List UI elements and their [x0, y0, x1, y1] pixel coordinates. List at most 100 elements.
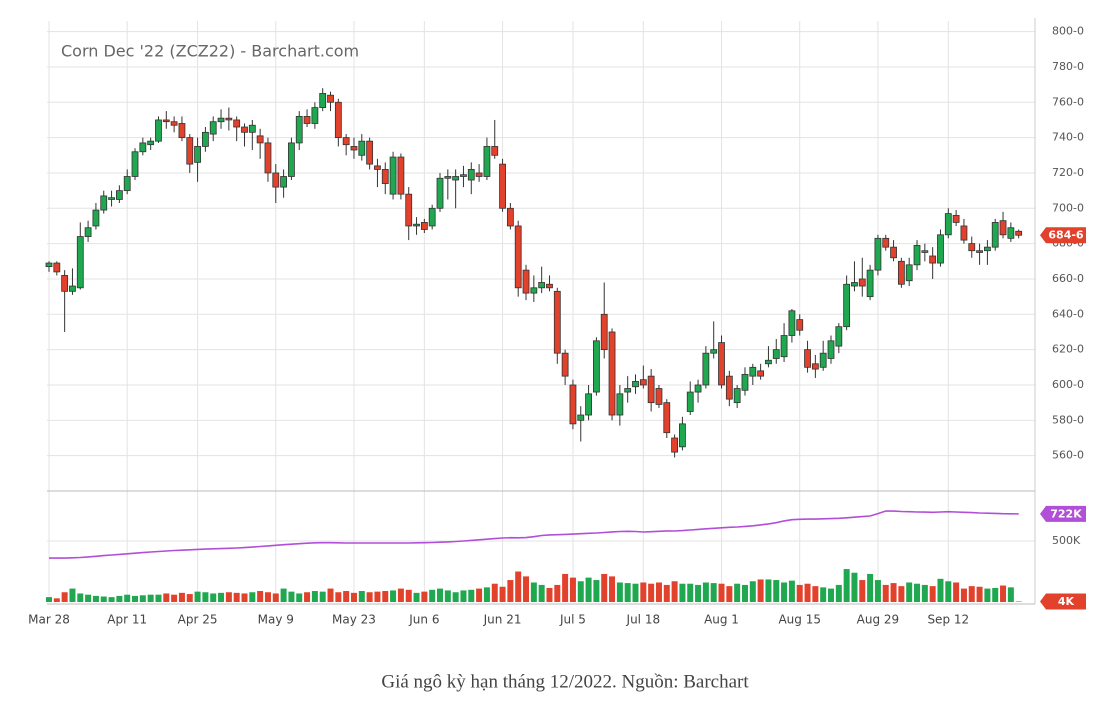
candle-body [874, 237, 882, 271]
candle-body [1007, 227, 1015, 239]
volume-bar [976, 586, 983, 602]
volume-bar [468, 589, 475, 602]
volume-bar [632, 583, 639, 602]
volume-bar [382, 591, 389, 602]
volume-bar [100, 596, 107, 602]
y-tick-label: 660-0 [1052, 272, 1084, 285]
candle-body [976, 250, 983, 253]
candle-body [319, 93, 327, 108]
volume-bar [335, 592, 342, 602]
y-tick-label: 800-0 [1052, 25, 1084, 38]
candle-body [843, 283, 851, 328]
candle-body [483, 146, 491, 177]
candle-body [76, 236, 84, 289]
volume-bar [788, 580, 795, 602]
candle-body [444, 176, 452, 179]
volume-bar [562, 573, 569, 602]
volume-bar [554, 584, 561, 602]
volume-bar [882, 584, 889, 602]
candle-body [663, 402, 671, 434]
candle-body [944, 213, 952, 236]
candle-body [413, 223, 420, 227]
candle-body [342, 137, 350, 146]
candle-body [811, 363, 819, 370]
volume-bar [648, 583, 655, 602]
candle-body [1015, 230, 1023, 236]
volume-bar [413, 592, 420, 602]
candle-body [788, 310, 796, 336]
candle-body [256, 135, 264, 144]
oi-tag-label: 722K [1050, 507, 1082, 520]
volume-bar [945, 581, 952, 602]
volume-bar [288, 591, 295, 602]
candle-body [272, 172, 280, 188]
volume-tag-label: 4K [1058, 595, 1075, 608]
candle-body [178, 123, 186, 139]
candle-body [428, 207, 436, 227]
candle-body [139, 142, 147, 153]
volume-bar [953, 582, 960, 602]
y-tick-label: 780-0 [1052, 60, 1084, 73]
caption: Giá ngô kỳ hạn tháng 12/2022. Nguồn: Bar… [381, 671, 749, 692]
volume-bar [139, 595, 146, 602]
volume-bar [491, 583, 498, 602]
candle-body [264, 142, 272, 174]
volume-bar [61, 592, 68, 602]
volume-bar [186, 594, 193, 602]
volume-bar [483, 587, 490, 602]
candle-body [217, 117, 225, 123]
volume-bar [624, 583, 631, 602]
volume-bar [241, 593, 248, 602]
candle-body [991, 222, 999, 248]
candle-body [890, 246, 897, 259]
candle-body [952, 214, 960, 223]
candle-body [772, 349, 780, 359]
volume-bar [374, 591, 381, 602]
volume-bar [249, 592, 256, 602]
x-tick-label: Apr 11 [107, 613, 147, 627]
volume-bar [890, 583, 897, 602]
volume-bar [593, 580, 600, 602]
candle-body [288, 142, 295, 177]
candle-body [741, 373, 749, 391]
marks: 684-6 722K 4K [45, 88, 1086, 610]
volume-bar [812, 586, 819, 602]
candle-body [585, 393, 592, 416]
volume-bar [327, 588, 334, 602]
price-tag-label: 684-6 [1048, 229, 1084, 242]
candle-body [53, 262, 61, 273]
x-tick-label: May 9 [258, 613, 294, 627]
candle-body [155, 119, 162, 142]
candle-body [835, 326, 843, 347]
candle-body [600, 313, 608, 351]
candle-body [374, 165, 381, 170]
x-tick-label: Apr 25 [178, 613, 218, 627]
candle-body [475, 172, 483, 177]
candle-body [757, 370, 765, 377]
candle-body [851, 282, 858, 287]
volume-bar [695, 584, 702, 602]
candle-body [804, 349, 811, 368]
candle-body [827, 340, 835, 359]
candle-body [358, 140, 366, 156]
volume-bar [843, 569, 850, 602]
candle-body [162, 119, 170, 123]
volume-bar [390, 590, 397, 602]
volume-bar [46, 597, 52, 602]
volume-bar [452, 592, 459, 602]
candle-body [733, 388, 741, 404]
volume-bar [437, 588, 443, 602]
volume-bar [1000, 585, 1007, 602]
candle-body [334, 101, 342, 139]
volume-bar [820, 587, 827, 602]
volume-bar [319, 591, 326, 602]
volume-bar [397, 588, 404, 602]
candle-body [491, 146, 499, 156]
x-tick-label: Jun 21 [483, 613, 522, 627]
candle-body [616, 393, 624, 416]
candle-body [506, 207, 514, 227]
volume-bar [218, 592, 225, 602]
candle-body [725, 375, 733, 400]
candle-body [248, 124, 256, 133]
